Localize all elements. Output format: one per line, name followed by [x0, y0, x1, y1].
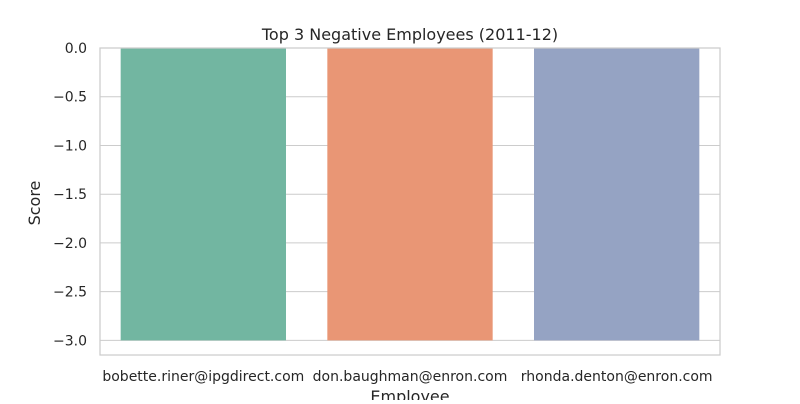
y-tick-labels: 0.0 −0.5 −1.0 −1.5 −2.0 −2.5 −3.0 [53, 41, 87, 349]
x-tick-label: rhonda.denton@enron.com [521, 369, 713, 385]
x-tick-label: don.baughman@enron.com [313, 369, 508, 385]
y-tick-label: 0.0 [65, 41, 87, 57]
bar-2 [327, 48, 493, 341]
x-tick-labels: bobette.riner@ipgdirect.com don.baughman@… [102, 369, 712, 385]
x-tick-label: bobette.riner@ipgdirect.com [102, 369, 304, 385]
y-tick-label: −1.0 [53, 138, 87, 154]
chart-title: Top 3 Negative Employees (2011-12) [261, 25, 558, 44]
bar-1 [120, 48, 287, 341]
y-tick-label: −2.5 [53, 285, 87, 301]
y-tick-label: −2.0 [53, 236, 87, 252]
bars-layer [120, 48, 700, 341]
x-axis-label: Employee [370, 387, 449, 400]
y-axis-label: Score [25, 181, 44, 226]
y-tick-label: −0.5 [53, 90, 87, 106]
bar-3 [534, 48, 700, 341]
plot-frame [99, 47, 721, 356]
y-tick-label: −3.0 [53, 333, 87, 349]
y-tick-label: −1.5 [53, 187, 87, 203]
